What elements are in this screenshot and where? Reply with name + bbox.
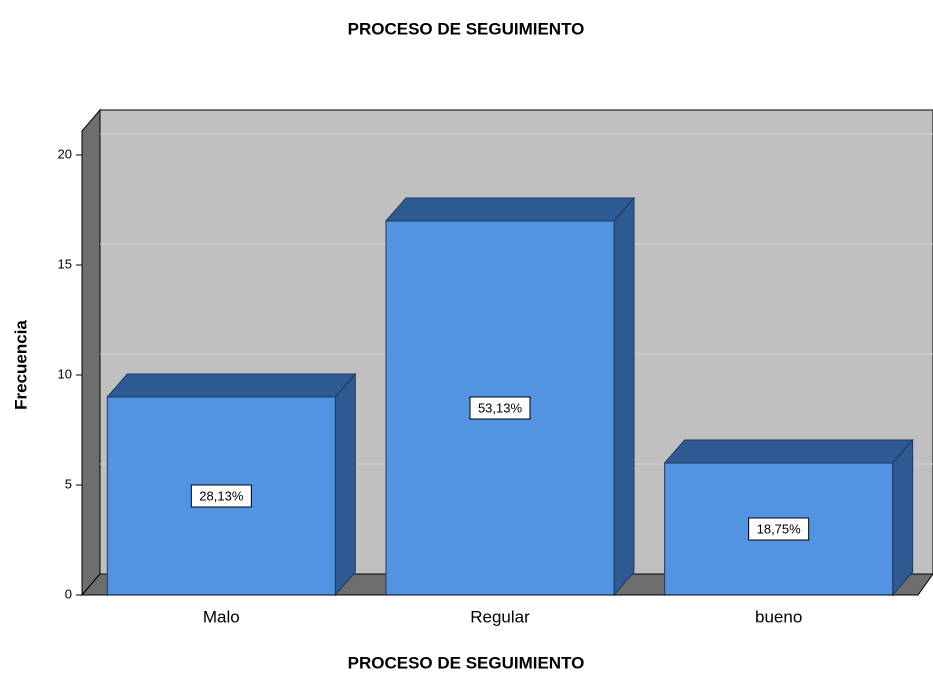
chart-title: PROCESO DE SEGUIMIENTO (348, 19, 585, 38)
bar-top (663, 439, 914, 464)
y-axis-title: Frecuencia (11, 320, 30, 410)
value-label: 53,13% (478, 400, 523, 415)
value-label: 28,13% (199, 488, 244, 503)
x-axis-title: PROCESO DE SEGUIMIENTO (348, 653, 585, 672)
bars (106, 196, 914, 597)
bar-side (334, 372, 356, 597)
value-label-box (190, 484, 252, 508)
x-tick-label: bueno (755, 607, 802, 626)
bar-top (106, 373, 357, 398)
value-label-box (469, 396, 531, 420)
x-tick-label: Regular (470, 607, 530, 626)
y-tick-label: 5 (65, 476, 72, 491)
value-label-box (748, 517, 810, 541)
y-tick-label: 10 (58, 366, 72, 381)
y-tick-label: 0 (65, 586, 72, 601)
bar-side (892, 438, 914, 597)
y-tick-label: 20 (58, 146, 72, 161)
bar-top (384, 197, 636, 222)
value-label: 18,75% (757, 521, 802, 536)
y-tick-label: 15 (58, 256, 72, 271)
left-wall (81, 108, 101, 597)
bar-side (613, 196, 635, 597)
x-tick-label: Malo (203, 607, 240, 626)
